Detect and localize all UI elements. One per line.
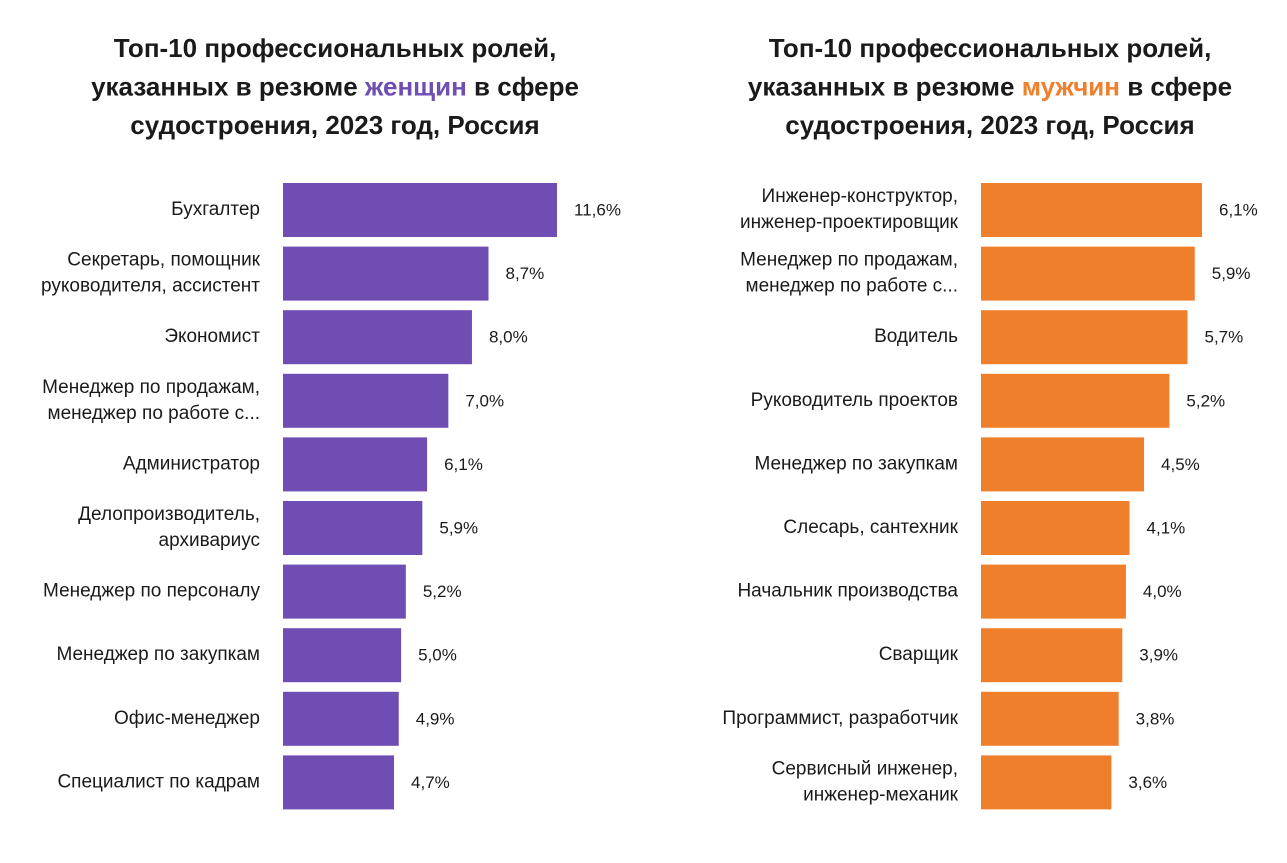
chart-title: указанных в резюме мужчин в сфере <box>748 71 1232 101</box>
title-text: указанных в резюме <box>748 71 1022 101</box>
chart-title: судостроения, 2023 год, Россия <box>785 110 1194 140</box>
category-label: Слесарь, сантехник <box>783 517 958 538</box>
bar <box>981 183 1202 237</box>
value-label: 11,6% <box>574 200 621 219</box>
category-label: Руководитель проектов <box>751 390 958 411</box>
value-label: 6,1% <box>444 455 483 474</box>
category-label: архивариус <box>159 530 260 551</box>
title-text: в сфере <box>1120 71 1232 101</box>
title-text: Топ-10 профессиональных ролей, <box>114 33 557 63</box>
value-label: 4,7% <box>411 773 450 792</box>
bar <box>283 183 557 237</box>
value-label: 5,0% <box>418 646 457 665</box>
bar <box>283 310 472 365</box>
category-label: Специалист по кадрам <box>57 771 260 792</box>
value-label: 5,7% <box>1205 328 1244 347</box>
title-text: судостроения, 2023 год, Россия <box>785 110 1194 140</box>
bar <box>283 246 489 301</box>
value-label: 8,0% <box>489 328 528 347</box>
bar <box>283 437 428 492</box>
category-label: Программист, разработчик <box>722 708 958 729</box>
bar <box>283 564 406 619</box>
category-label: Начальник производства <box>737 581 958 602</box>
bar <box>981 437 1145 492</box>
bar <box>981 501 1130 555</box>
chart-title: указанных в резюме женщин в сфере <box>91 71 579 101</box>
category-label: Секретарь, помощник <box>67 250 260 271</box>
title-highlight: женщин <box>364 71 467 101</box>
bar <box>981 373 1170 428</box>
value-label: 8,7% <box>506 264 545 283</box>
category-label: Экономист <box>164 326 260 347</box>
category-label: инженер-механик <box>803 784 959 805</box>
value-label: 4,1% <box>1147 518 1186 537</box>
chart-title: Топ-10 профессиональных ролей, <box>769 33 1212 63</box>
category-label: Администратор <box>123 453 260 474</box>
title-text: в сфере <box>467 71 579 101</box>
bar <box>981 691 1119 746</box>
title-text: Топ-10 профессиональных ролей, <box>769 33 1212 63</box>
bar <box>981 564 1126 619</box>
bar <box>981 628 1123 683</box>
category-label: Менеджер по продажам, <box>740 250 958 271</box>
category-label: Менеджер по закупкам <box>56 644 260 665</box>
category-label: Офис-менеджер <box>114 708 260 729</box>
chart-title: Топ-10 профессиональных ролей, <box>114 33 557 63</box>
title-text: судостроения, 2023 год, Россия <box>130 110 539 140</box>
value-label: 6,1% <box>1219 200 1258 219</box>
value-label: 5,2% <box>1186 391 1225 410</box>
bar <box>283 755 395 810</box>
title-text: указанных в резюме <box>91 71 365 101</box>
category-label: менеджер по работе с... <box>48 403 260 424</box>
value-label: 3,9% <box>1139 646 1178 665</box>
value-label: 3,6% <box>1128 773 1167 792</box>
bar <box>283 373 449 428</box>
category-label: менеджер по работе с... <box>746 276 958 297</box>
value-label: 7,0% <box>465 391 504 410</box>
bar <box>283 691 399 746</box>
value-label: 4,5% <box>1161 455 1200 474</box>
bar <box>283 628 402 683</box>
category-label: руководителя, ассистент <box>41 276 260 297</box>
bar <box>981 310 1188 365</box>
category-label: Менеджер по персоналу <box>43 581 260 602</box>
category-label: Менеджер по продажам, <box>42 377 260 398</box>
value-label: 5,9% <box>439 518 478 537</box>
category-label: Водитель <box>874 326 958 347</box>
bar <box>981 246 1195 301</box>
title-highlight: мужчин <box>1022 71 1120 101</box>
bar <box>981 755 1112 810</box>
category-label: Делопроизводитель, <box>78 504 260 525</box>
category-label: Сервисный инженер, <box>772 758 958 779</box>
category-label: Бухгалтер <box>171 199 260 220</box>
category-label: инженер-проектировщик <box>740 212 959 233</box>
value-label: 3,8% <box>1136 709 1175 728</box>
category-label: Сварщик <box>879 644 959 665</box>
value-label: 5,9% <box>1212 264 1251 283</box>
category-label: Инженер-конструктор, <box>762 186 958 207</box>
value-label: 5,2% <box>423 582 462 601</box>
category-label: Менеджер по закупкам <box>754 453 958 474</box>
bar <box>283 501 423 555</box>
value-label: 4,9% <box>416 709 455 728</box>
chart-title: судостроения, 2023 год, Россия <box>130 110 539 140</box>
value-label: 4,0% <box>1143 582 1182 601</box>
